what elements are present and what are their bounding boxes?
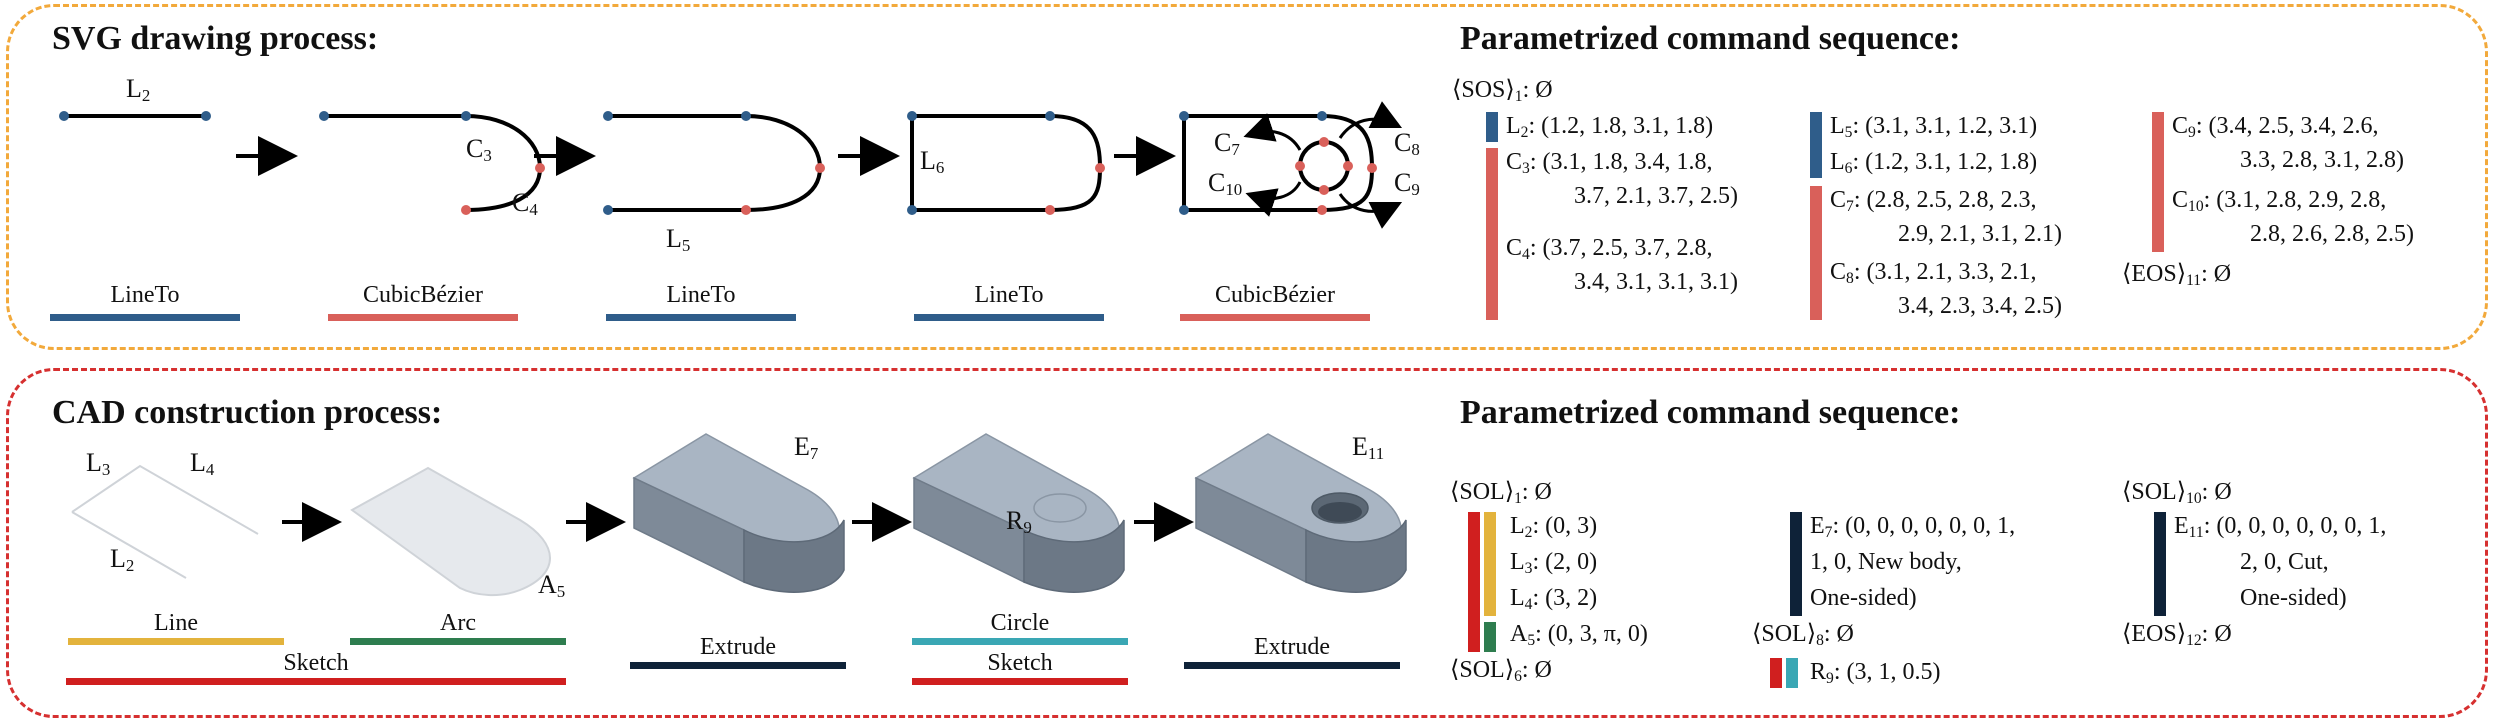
seq-bar-sketch1 (1468, 512, 1480, 652)
seq-c10: C10: (3.1, 2.8, 2.9, 2.8, (2172, 187, 2387, 215)
svg-panel-title: SVG drawing process: (52, 20, 379, 57)
caption-line: Line (154, 610, 198, 636)
caption-cubic-1: CubicBézier (363, 282, 483, 308)
cad-step-4 (912, 433, 1125, 593)
seq-l6: L6: (1.2, 3.1, 1.2, 1.8) (1830, 149, 2038, 177)
seq-bar-arc (1484, 622, 1496, 652)
label-l2: L2 (126, 74, 151, 106)
seq-e11-cont1: 2, 0, Cut, (2240, 549, 2329, 575)
label-c8: C8 (1394, 128, 1420, 160)
seq-cad-l4: L4: (3, 2) (1510, 585, 1598, 613)
caption-circle: Circle (990, 610, 1050, 636)
cad-step-3 (632, 433, 845, 593)
seq-bar-l2 (1486, 112, 1498, 142)
label-l5: L5 (666, 224, 691, 256)
seq-c4: C4: (3.7, 2.5, 3.7, 2.8, (1506, 235, 1713, 263)
bar-sketch-2 (912, 678, 1128, 685)
caption-cubic-2: CubicBézier (1215, 282, 1335, 308)
seq-c3: C3: (3.1, 1.8, 3.4, 1.8, (1506, 149, 1713, 177)
seq-e7: E7: (0, 0, 0, 0, 0, 0, 1, (1810, 513, 2016, 541)
bar-extrude-1 (630, 662, 846, 669)
seq-bar-sketch2 (1770, 658, 1782, 688)
label-cad-a5: A5 (538, 570, 566, 602)
seq-e11: E11: (0, 0, 0, 0, 0, 0, 1, (2174, 513, 2387, 541)
seq-eos-cad: ⟨EOS⟩12: Ø (2122, 621, 2232, 649)
seq-e11-cont2: One-sided) (2240, 585, 2347, 611)
cad-panel-border (6, 368, 2488, 718)
cad-step-1 (71, 464, 259, 579)
seq-c3-cont: 3.7, 2.1, 3.7, 2.5) (1574, 183, 1738, 209)
caption-lineto-2: LineTo (666, 282, 736, 308)
cad-seq-title: Parametrized command sequence: (1460, 394, 1961, 431)
seq-sol10: ⟨SOL⟩10: Ø (2122, 479, 2232, 507)
caption-sketch-1: Sketch (283, 650, 349, 676)
seq-bar-c7c8 (1810, 186, 1822, 320)
seq-bar-lines (1484, 512, 1496, 616)
bar-sketch-1 (66, 678, 566, 685)
seq-sos: ⟨SOS⟩1: Ø (1452, 77, 1553, 105)
seq-c7: C7: (2.8, 2.5, 2.8, 2.3, (1830, 187, 2037, 215)
caption-lineto-1: LineTo (110, 282, 180, 308)
seq-cad-a5: A5: (0, 3, π, 0) (1510, 621, 1648, 649)
label-c7: C7 (1214, 128, 1240, 160)
seq-r9: R9: (3, 1, 0.5) (1810, 659, 1941, 687)
caption-extrude-1: Extrude (700, 634, 776, 660)
seq-bar-c9c10 (2152, 112, 2164, 252)
label-cad-e11: E11 (1352, 432, 1385, 464)
label-c9: C9 (1394, 168, 1420, 200)
seq-c9: C9: (3.4, 2.5, 3.4, 2.6, (2172, 113, 2379, 141)
bar-lineto-3 (914, 314, 1104, 321)
label-cad-e7: E7 (794, 432, 819, 464)
seq-cad-l3: L3: (2, 0) (1510, 549, 1598, 577)
seq-sol8: ⟨SOL⟩8: Ø (1752, 621, 1854, 649)
label-cad-l4: L4 (190, 448, 215, 480)
svg-panel-border (6, 4, 2488, 350)
seq-sol6: ⟨SOL⟩6: Ø (1450, 657, 1552, 685)
label-l6: L6 (920, 146, 945, 178)
seq-l5: L5: (3.1, 3.1, 1.2, 3.1) (1830, 113, 2038, 141)
seq-cad-l2: L2: (0, 3) (1510, 513, 1598, 541)
seq-e7-cont2: One-sided) (1810, 585, 1917, 611)
bar-cubic-2 (1180, 314, 1370, 321)
seq-bar-circle (1786, 658, 1798, 688)
seq-c9-cont: 3.3, 2.8, 3.1, 2.8) (2240, 147, 2404, 173)
caption-sketch-2: Sketch (987, 650, 1053, 676)
label-cad-l3: L3 (86, 448, 111, 480)
seq-sol1: ⟨SOL⟩1: Ø (1450, 479, 1552, 507)
bar-arc (350, 638, 566, 645)
caption-extrude-2: Extrude (1254, 634, 1330, 660)
seq-bar-e11 (2154, 512, 2166, 616)
caption-arc: Arc (440, 610, 476, 636)
bar-lineto-1 (50, 314, 240, 321)
seq-c10-cont: 2.8, 2.6, 2.8, 2.5) (2250, 221, 2414, 247)
seq-eos: ⟨EOS⟩11: Ø (2122, 261, 2232, 289)
label-c10: C10 (1208, 168, 1243, 200)
seq-c7-cont: 2.9, 2.1, 3.1, 2.1) (1898, 221, 2062, 247)
label-cad-r9: R9 (1006, 506, 1032, 538)
svg-seq-title: Parametrized command sequence: (1460, 20, 1961, 57)
bar-extrude-2 (1184, 662, 1400, 669)
bar-circle (912, 638, 1128, 645)
label-cad-l2: L2 (110, 544, 135, 576)
seq-l2: L2: (1.2, 1.8, 3.1, 1.8) (1506, 113, 1714, 141)
cad-panel-title: CAD construction process: (52, 394, 443, 431)
cad-step-5 (1194, 433, 1407, 593)
label-c3: C3 (466, 134, 492, 166)
bar-cubic-1 (328, 314, 518, 321)
seq-c8-cont: 3.4, 2.3, 3.4, 2.5) (1898, 293, 2062, 319)
bar-line (68, 638, 284, 645)
cad-step-2 (350, 466, 551, 596)
caption-lineto-3: LineTo (974, 282, 1044, 308)
bar-lineto-2 (606, 314, 796, 321)
seq-bar-c3c4 (1486, 148, 1498, 320)
seq-bar-e7 (1790, 512, 1802, 616)
seq-bar-l5l6 (1810, 112, 1822, 178)
seq-c8: C8: (3.1, 2.1, 3.3, 2.1, (1830, 259, 2037, 287)
seq-c4-cont: 3.4, 3.1, 3.1, 3.1) (1574, 269, 1738, 295)
seq-e7-cont1: 1, 0, New body, (1810, 549, 1962, 575)
label-c4: C4 (512, 188, 538, 220)
